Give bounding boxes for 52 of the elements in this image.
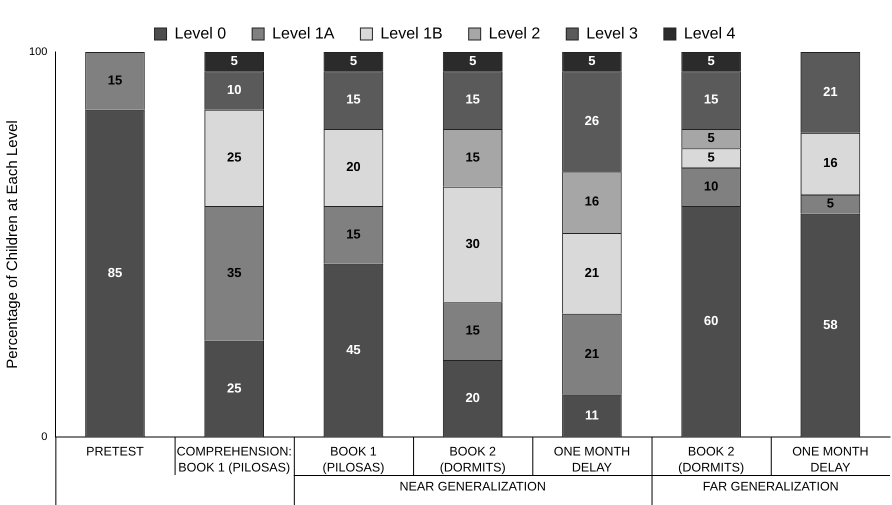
data-label: 16 <box>584 194 600 209</box>
data-label: 5 <box>469 53 476 68</box>
data-label: 5 <box>708 130 715 146</box>
data-label: 15 <box>346 226 361 242</box>
legend-label: Level 1B <box>380 25 443 42</box>
x-tick-label: COMPREHENSION: BOOK 1 (PILOSAS) <box>176 444 292 475</box>
data-label: 16 <box>823 155 838 170</box>
legend-label: Level 1A <box>272 25 335 42</box>
data-label: 21 <box>584 264 600 280</box>
data-label: 21 <box>584 346 600 361</box>
x-tick-label: BOOK 1 (PILOSAS) <box>322 444 384 475</box>
x-tick-label: BOOK 2 (DORMITS) <box>440 444 506 475</box>
text: NEAR GENERALIZATION <box>400 480 546 494</box>
text: FAR GENERALIZATION <box>702 480 839 494</box>
data-label: 5 <box>826 196 834 211</box>
data-label: 15 <box>465 149 480 164</box>
data-label: 85 <box>108 264 122 280</box>
data-label: 5 <box>708 149 715 164</box>
data-label: 58 <box>823 316 838 332</box>
x-tick-label: ONE MONTH DELAY <box>792 444 869 475</box>
x-tick-label: PRETEST <box>86 444 144 459</box>
x-tick-label: ONE MONTH DELAY <box>554 444 630 475</box>
y-axis-title: Percentage of Children at Each Level <box>4 120 22 369</box>
legend-label: Level 2 <box>488 25 540 42</box>
data-label: 15 <box>465 92 480 107</box>
data-label: 20 <box>465 390 480 406</box>
legend-label: Level 0 <box>174 25 226 42</box>
data-label: 15 <box>346 92 361 107</box>
data-label: 10 <box>704 178 718 194</box>
data-label: 45 <box>346 342 361 357</box>
data-label: 26 <box>584 112 600 128</box>
data-label: 5 <box>230 53 238 68</box>
data-label: 20 <box>346 159 361 174</box>
legend-label: Level 4 <box>684 25 736 42</box>
data-label: 35 <box>226 264 242 280</box>
y-tick-label: 100 <box>28 46 48 58</box>
y-tick-label: 0 <box>41 431 48 444</box>
data-label: 15 <box>704 92 718 107</box>
data-label: 15 <box>108 72 122 88</box>
data-label: 15 <box>465 322 480 338</box>
data-label: 60 <box>704 313 718 328</box>
x-tick-label: BOOK 2 (DORMITS) <box>678 444 744 475</box>
legend-label: Level 3 <box>586 25 638 42</box>
data-label: 25 <box>226 380 242 396</box>
data-label: 10 <box>226 82 242 98</box>
data-label: 30 <box>465 236 480 252</box>
data-label: 21 <box>823 84 838 100</box>
data-label: 5 <box>708 53 715 68</box>
data-label: 11 <box>585 407 599 422</box>
data-label: 25 <box>226 149 242 164</box>
data-label: 5 <box>588 53 596 68</box>
data-label: 5 <box>350 53 358 68</box>
